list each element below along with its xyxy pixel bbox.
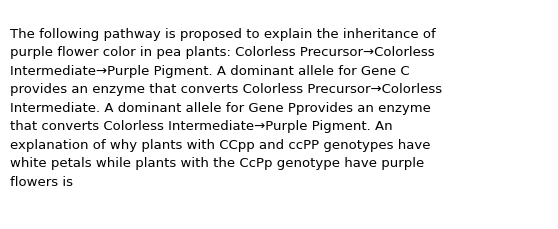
Text: The following pathway is proposed to explain the inheritance of
purple flower co: The following pathway is proposed to exp…: [10, 27, 442, 188]
